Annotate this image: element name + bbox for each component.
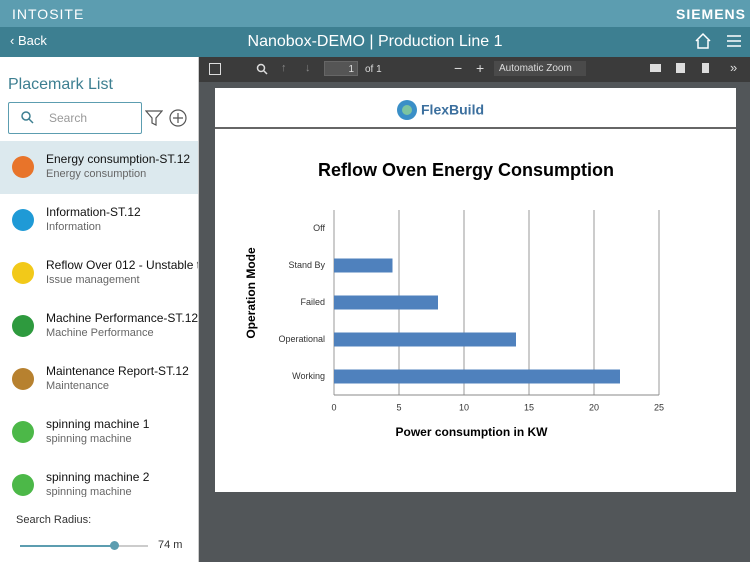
sidebar-toggle[interactable] [209, 63, 221, 75]
slider-track [20, 545, 116, 547]
chart-title: Reflow Oven Energy Consumption [318, 160, 614, 180]
placemark-list: Energy consumption-ST.12 Energy consumpti… [0, 141, 198, 497]
zoom-in[interactable]: + [476, 60, 485, 76]
placemark-name: Information-ST.12 [46, 205, 141, 219]
tools-button[interactable]: » [730, 60, 738, 75]
placemark-name: spinning machine 1 [46, 417, 150, 431]
filter-button[interactable] [145, 109, 163, 127]
sidebar: Placemark List Search Energy consumption… [0, 57, 199, 562]
placemark-type: spinning machine [46, 433, 132, 445]
print-button[interactable] [650, 64, 661, 72]
x-tick-label: 0 [331, 402, 336, 412]
pdf-viewer: ↑ ↓ 1 of 1 − + Automatic Zoom » FlexBuil… [199, 57, 750, 562]
search-box[interactable]: Search [8, 102, 142, 134]
y-tick-label: Stand By [288, 260, 325, 270]
placemark-icon [12, 368, 34, 390]
zoom-out[interactable]: − [454, 60, 463, 76]
y-tick-label: Operational [278, 334, 325, 344]
menu-button[interactable] [726, 34, 742, 48]
placemark-type: Issue management [46, 274, 140, 286]
placemark-item[interactable]: spinning machine 1 spinning machine [0, 406, 198, 459]
bar [334, 258, 393, 273]
placemark-item[interactable]: Information-ST.12 Information [0, 194, 198, 247]
y-tick-label: Off [313, 223, 325, 233]
logo-icon-core [402, 105, 412, 115]
radius-value: 74 m [158, 539, 183, 551]
placemark-type: Information [46, 221, 102, 233]
pdf-toolbar: ↑ ↓ 1 of 1 − + Automatic Zoom » [199, 57, 750, 82]
placemark-type: Maintenance [46, 380, 109, 392]
placemark-icon [12, 209, 34, 231]
radius-label: Search Radius: [16, 514, 92, 526]
back-label: Back [17, 33, 47, 48]
add-button[interactable] [169, 109, 187, 127]
placemark-icon [12, 421, 34, 443]
company: SIEMENS [675, 6, 746, 22]
placemark-icon [12, 315, 34, 337]
placemark-name: Machine Performance-ST.12 [46, 311, 198, 325]
x-axis-label: Power consumption in KW [396, 425, 549, 439]
bar [334, 295, 438, 310]
bar [334, 369, 620, 384]
search-placeholder: Search [49, 111, 88, 125]
y-tick-label: Working [292, 371, 325, 381]
bar [334, 332, 516, 347]
placemark-item[interactable]: Reflow Over 012 - Unstable te Issue manag… [0, 247, 198, 300]
placemark-item[interactable]: Maintenance Report-ST.12 Maintenance [0, 353, 198, 406]
search-icon [21, 111, 34, 124]
placemark-icon [12, 474, 34, 496]
page-input[interactable]: 1 [324, 61, 358, 76]
placemark-type: Energy consumption [46, 168, 147, 180]
back-button[interactable]: ‹ Back [10, 33, 47, 48]
page-background [215, 88, 736, 492]
top-bar: INTOSITE SIEMENS [0, 0, 750, 27]
y-axis-label: Operation Mode [244, 247, 258, 339]
download-button[interactable] [676, 63, 685, 73]
placemark-icon [12, 156, 34, 178]
x-tick-label: 25 [654, 402, 664, 412]
find-button[interactable] [256, 63, 268, 75]
y-tick-label: Failed [300, 297, 325, 307]
placemark-type: Machine Performance [46, 327, 154, 339]
placemark-name: Energy consumption-ST.12 [46, 152, 191, 166]
placemark-name: Reflow Over 012 - Unstable te [46, 258, 198, 272]
bookmark-button[interactable] [702, 63, 709, 73]
placemark-name: spinning machine 2 [46, 470, 150, 484]
zoom-label: Automatic Zoom [499, 63, 572, 74]
brand: INTOSITE [12, 6, 85, 22]
pdf-page: FlexBuild Reflow Oven Energy Consumption… [215, 88, 736, 492]
prev-page[interactable]: ↑ [281, 62, 287, 74]
page-count: of 1 [365, 64, 382, 75]
nav-bar: ‹ Back Nanobox-DEMO | Production Line 1 [0, 27, 750, 57]
home-button[interactable] [694, 32, 712, 50]
zoom-select[interactable]: Automatic Zoom [494, 61, 586, 76]
placemark-item[interactable]: spinning machine 2 spinning machine [0, 459, 198, 497]
x-tick-label: 5 [396, 402, 401, 412]
sidebar-title: Placemark List [8, 76, 113, 93]
placemark-name: Maintenance Report-ST.12 [46, 364, 189, 378]
next-page[interactable]: ↓ [305, 62, 311, 74]
placemark-icon [12, 262, 34, 284]
nav-title: Nanobox-DEMO | Production Line 1 [247, 33, 503, 50]
slider-thumb[interactable] [110, 541, 119, 550]
placemark-item[interactable]: Energy consumption-ST.12 Energy consumpti… [0, 141, 198, 194]
logo-text: FlexBuild [421, 102, 484, 118]
x-tick-label: 15 [524, 402, 534, 412]
x-tick-label: 10 [459, 402, 469, 412]
placemark-type: spinning machine [46, 486, 132, 497]
slider-rest [116, 545, 148, 547]
x-tick-label: 20 [589, 402, 599, 412]
placemark-item[interactable]: Machine Performance-ST.12 Machine Perform… [0, 300, 198, 353]
